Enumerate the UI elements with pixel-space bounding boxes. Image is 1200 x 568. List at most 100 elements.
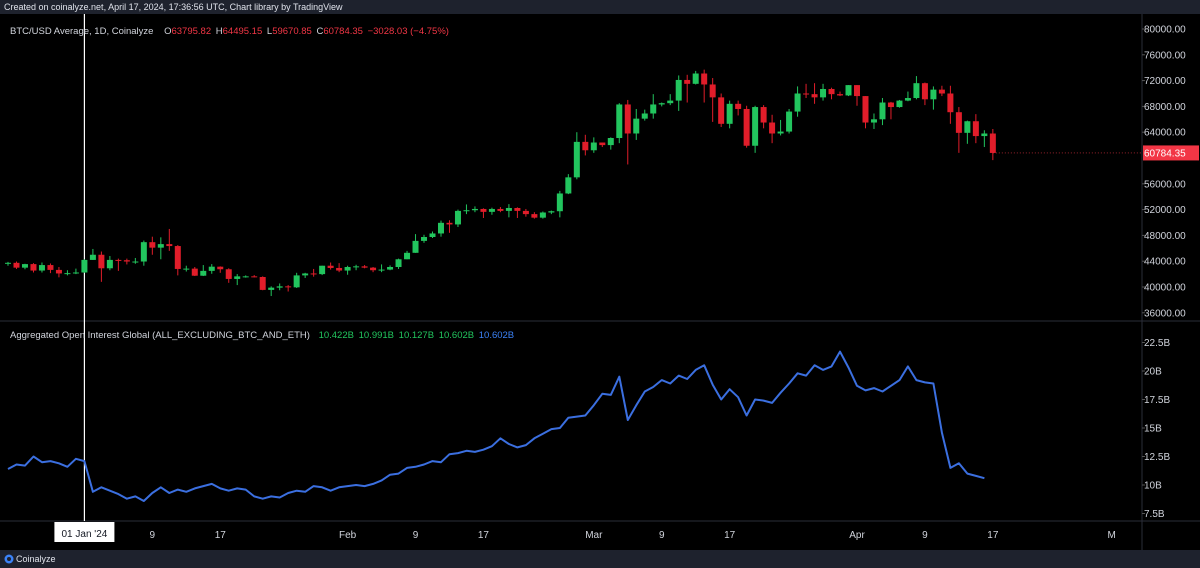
candle — [174, 245, 181, 276]
candle — [132, 257, 139, 264]
candle-body — [947, 93, 954, 113]
candle — [285, 285, 292, 292]
candle-body — [854, 85, 860, 97]
candle — [964, 120, 971, 144]
candle — [183, 265, 190, 272]
candle-body — [862, 96, 869, 123]
candle-body — [285, 286, 292, 288]
candle-body — [21, 264, 28, 268]
candle-body — [463, 210, 470, 212]
open-label: O — [164, 26, 172, 37]
candle — [319, 265, 326, 276]
candle-body — [896, 100, 903, 108]
candle — [38, 262, 45, 273]
candle-body — [276, 286, 283, 288]
candle-body — [573, 141, 580, 178]
chart-canvas[interactable]: 80000.00 76000.00 72000.00 68000.00 64000.00… — [0, 14, 1200, 550]
candle — [989, 129, 996, 161]
candle — [947, 85, 954, 124]
candle-body — [234, 276, 241, 279]
candle — [404, 250, 411, 260]
oi-line — [7, 350, 985, 502]
candle-body — [981, 133, 988, 137]
candle — [854, 85, 860, 106]
candle — [387, 265, 394, 271]
candle — [514, 207, 521, 218]
candle-body — [225, 269, 232, 279]
candle-body — [820, 88, 827, 98]
price-axis-label: 72000.00 — [1144, 76, 1186, 87]
time-axis-label: 9 — [413, 530, 419, 541]
candle-body — [412, 240, 419, 253]
oi-value-3: 10.127B — [398, 330, 435, 341]
candle-body — [777, 131, 784, 134]
candle — [157, 237, 164, 260]
low-label: L — [266, 26, 273, 37]
candle — [89, 248, 96, 260]
oi-value-4: 10.602B — [438, 330, 475, 341]
candle-body — [582, 141, 589, 151]
time-axis-label: Mar — [585, 530, 603, 541]
candle — [828, 87, 835, 100]
candle-body — [590, 142, 597, 151]
candle-body — [302, 273, 309, 276]
candle-body — [701, 73, 708, 85]
candle-body — [191, 268, 198, 276]
candle — [13, 261, 20, 269]
candle-body — [149, 242, 156, 248]
candle-body — [242, 276, 249, 278]
candle-body — [259, 277, 266, 290]
candle-body — [650, 104, 657, 114]
time-axis-label: Feb — [339, 530, 357, 541]
time-axis-label: 9 — [922, 530, 928, 541]
candle-body — [522, 210, 529, 215]
candle — [421, 234, 428, 243]
candle-body — [353, 266, 360, 268]
candle-body — [514, 207, 521, 211]
candle — [106, 256, 113, 271]
candle — [208, 264, 215, 274]
candle — [896, 99, 903, 108]
candle-body — [565, 177, 572, 194]
candle — [735, 100, 742, 116]
time-axis-label: 17 — [478, 530, 490, 541]
candle-body — [395, 259, 402, 268]
candle-body — [183, 268, 190, 270]
time-axis-label: 17 — [724, 530, 736, 541]
candle-body — [106, 259, 113, 269]
candle-body — [913, 83, 920, 99]
candle-body — [166, 244, 173, 247]
candle — [794, 86, 801, 117]
candle-body — [786, 111, 793, 132]
oi-axis-label: 15B — [1144, 424, 1162, 435]
candle-body — [115, 259, 122, 261]
candle — [811, 83, 818, 104]
price-legend-title: BTC/USD Average, 1D, Coinalyze — [10, 26, 154, 37]
candle — [429, 231, 436, 238]
candle-body — [64, 273, 71, 275]
price-axis-label: 56000.00 — [1144, 179, 1186, 190]
candle-body — [13, 262, 20, 268]
candle — [497, 207, 504, 213]
candle-body — [200, 270, 207, 276]
candle — [548, 210, 555, 215]
candle — [616, 103, 623, 144]
candle — [930, 86, 937, 110]
price-axis-label: 44000.00 — [1144, 257, 1186, 268]
candle — [556, 190, 563, 218]
candle — [191, 267, 198, 277]
close-value: 60784.35 — [323, 26, 363, 37]
candle — [395, 258, 402, 269]
candle — [21, 263, 28, 270]
candle-body — [344, 267, 351, 271]
candle — [64, 270, 71, 276]
low-value: 59670.85 — [272, 26, 312, 37]
candle — [582, 134, 589, 156]
candle — [904, 91, 911, 102]
candle-body — [769, 122, 776, 134]
candle — [862, 96, 869, 129]
candle-body — [599, 142, 606, 146]
candle-body — [404, 252, 411, 260]
oi-legend: Aggregated Open Interest Global (ALL_EXC… — [10, 330, 516, 341]
candle-body — [870, 119, 877, 123]
